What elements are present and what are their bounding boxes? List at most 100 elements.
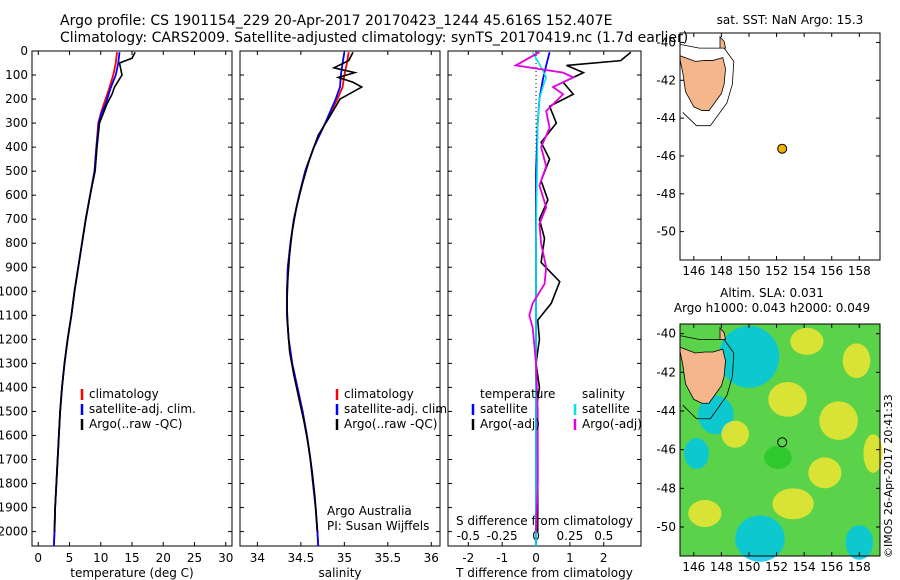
map-lon-tick-label: 148	[710, 560, 733, 574]
temperature-legend-label: Argo(..raw -QC)	[89, 417, 182, 431]
salinity-x-tick-label: 35.5	[374, 551, 401, 565]
sla-anomaly-blob	[735, 515, 785, 562]
map-lat-tick-label: -50	[656, 225, 676, 239]
difference-panel-frame	[447, 50, 642, 547]
depth-tick-label: 2000	[0, 525, 28, 539]
depth-tick-label: 1800	[0, 477, 28, 491]
depth-tick-label: 1500	[0, 404, 28, 418]
chart-title-line-2: Climatology: CARS2009. Satellite-adjuste…	[60, 30, 689, 46]
depth-tick-label: 800	[5, 236, 28, 250]
tasmania-landmass	[679, 346, 726, 404]
map-lat-tick-label: -42	[656, 73, 676, 87]
temperature-x-tick-label: 25	[187, 551, 202, 565]
map-lon-tick-label: 152	[765, 264, 788, 278]
temperature-x-tick-label: 5	[66, 551, 74, 565]
sla-anomaly-blob	[768, 382, 807, 417]
depth-tick-label: 1300	[0, 356, 28, 370]
diff-legend-heading: temperature	[480, 387, 555, 401]
salinity-diff-tick-label: -0.25	[487, 529, 518, 543]
diff-legend-label: Argo(-adj)	[582, 417, 642, 431]
map-lon-tick-label: 158	[848, 560, 871, 574]
sla-anomaly-blob	[721, 420, 749, 448]
depth-tick-label: 1700	[0, 452, 28, 466]
sla-anomaly-blob	[863, 434, 883, 473]
map-lon-tick-label: 152	[765, 560, 788, 574]
salinity-diff-axis-label: S difference from climatology	[456, 514, 633, 528]
temperature-panel-frame	[31, 50, 233, 547]
sla-anomaly-blob	[790, 327, 824, 355]
salinity-x-axis-label: salinity	[318, 566, 361, 580]
temperature-x-axis-label: temperature (deg C)	[70, 566, 193, 580]
depth-tick-label: 300	[5, 116, 28, 130]
argo-float-position-marker	[777, 437, 788, 448]
salinity-diff-tick-label: -0.5	[457, 529, 480, 543]
difference-x-tick-label: 0	[532, 551, 540, 565]
salinity-x-tick-label: 36	[424, 551, 439, 565]
flinders-island	[719, 326, 727, 340]
diff-legend-label: satellite	[480, 402, 528, 416]
depth-tick-label: 100	[5, 68, 28, 82]
map-lon-tick-label: 154	[793, 560, 816, 574]
map_sst-frame	[679, 32, 881, 261]
sla-anomaly-blob	[764, 445, 792, 469]
institution-annotation: Argo Australia	[327, 504, 412, 518]
depth-tick-label: 900	[5, 260, 28, 274]
depth-tick-label: 1000	[0, 284, 28, 298]
map-lat-tick-label: -44	[656, 111, 676, 125]
salinity-panel-frame	[239, 50, 441, 547]
imos-credit: ©IMOS 26-Apr-2017 20:41:33	[882, 394, 895, 558]
difference-series-salinity-argo-adj-	[512, 51, 576, 532]
diff-legend-label: Argo(-adj)	[480, 417, 540, 431]
map-lon-tick-label: 150	[738, 560, 761, 574]
map-lat-tick-label: -46	[656, 443, 676, 457]
depth-tick-label: 200	[5, 92, 28, 106]
difference-x-tick-label: 1	[566, 551, 574, 565]
argo-float-position-marker	[777, 143, 788, 154]
sla-anomaly-blob	[819, 401, 858, 440]
depth-tick-label: 0	[20, 44, 28, 58]
sla-anomaly-blob	[842, 343, 871, 379]
salinity-x-tick-label: 34.5	[288, 551, 315, 565]
map-lon-tick-label: 154	[793, 264, 816, 278]
map_sla-frame	[679, 323, 881, 557]
salinity-diff-tick-label: 0.5	[594, 529, 613, 543]
map-lat-tick-label: -50	[656, 520, 676, 534]
depth-tick-label: 400	[5, 140, 28, 154]
sla-anomaly-blob	[772, 488, 814, 520]
map-lat-tick-label: -40	[656, 35, 676, 49]
sla-map-title-line-1: Altim. SLA: 0.031	[720, 286, 824, 300]
salinity-legend-label: Argo(..raw -QC)	[344, 417, 437, 431]
temperature-legend-label: satellite-adj. clim.	[89, 402, 196, 416]
sla-map-title-line-2: Argo h1000: 0.043 h2000: 0.049	[674, 301, 870, 315]
map-lat-tick-label: -40	[656, 327, 676, 341]
temperature-x-tick-label: 0	[34, 551, 42, 565]
sla-anomaly-blob	[845, 525, 874, 560]
salinity-diff-tick-label: 0.25	[557, 529, 584, 543]
depth-tick-label: 600	[5, 188, 28, 202]
flinders-island	[719, 35, 727, 49]
sla-anomaly-blob	[688, 499, 722, 527]
shelf-contour-line	[679, 335, 735, 420]
map-lat-tick-label: -42	[656, 365, 676, 379]
difference-x-tick-label: -1	[496, 551, 508, 565]
sla-anomaly-blob	[718, 325, 780, 388]
depth-tick-label: 1200	[0, 332, 28, 346]
diff-legend-heading: salinity	[582, 387, 625, 401]
map-lon-tick-label: 146	[682, 264, 705, 278]
salinity-legend-label: climatology	[344, 387, 414, 401]
difference-x-tick-label: -2	[462, 551, 474, 565]
map-lon-tick-label: 158	[848, 264, 871, 278]
difference-x-axis-label: T difference from climatology	[455, 566, 633, 580]
temperature-x-tick-label: 20	[156, 551, 171, 565]
shelf-contour-line	[679, 43, 735, 127]
depth-tick-label: 500	[5, 164, 28, 178]
sla-anomaly-blob	[697, 395, 734, 435]
institution-annotation: PI: Susan Wijffels	[327, 519, 429, 533]
map-lat-tick-label: -46	[656, 149, 676, 163]
map-lon-tick-label: 156	[820, 560, 843, 574]
tasmania-landmass	[679, 55, 726, 111]
temperature-legend-label: climatology	[89, 387, 159, 401]
difference-x-tick-label: 2	[600, 551, 608, 565]
map-lat-tick-label: -44	[656, 404, 676, 418]
